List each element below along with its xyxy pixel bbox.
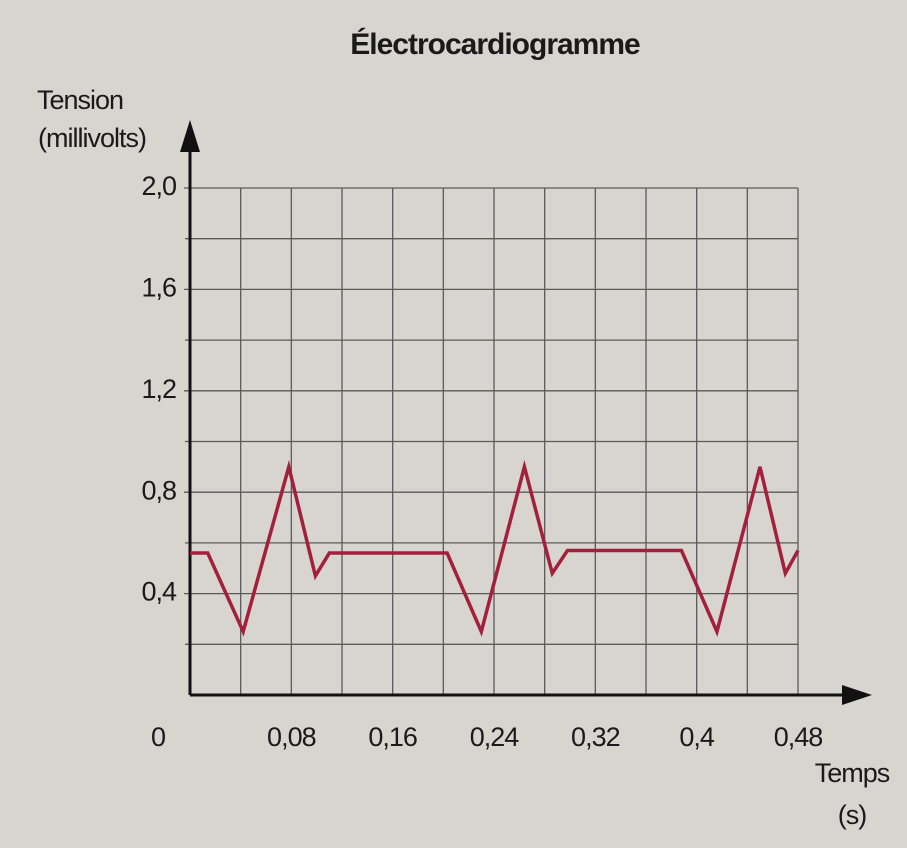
x-tick-label: 0,24: [470, 722, 520, 752]
x-tick-label: 0,4: [679, 722, 715, 752]
chart-title: Électrocardiogramme: [350, 27, 640, 61]
x-axis-arrow: [842, 685, 872, 705]
y-tick-label: 0,4: [141, 577, 177, 607]
x-tick-label: 0,16: [368, 722, 417, 752]
x-tick-label: 0: [151, 722, 165, 752]
x-axis-label: Temps: [815, 758, 890, 788]
y-tick-label: 1,6: [141, 273, 176, 303]
x-tick-label: 0,08: [267, 722, 316, 752]
x-tick-label: 0,32: [571, 722, 620, 752]
y-axis-arrow: [180, 120, 200, 152]
x-axis-label: (s): [838, 800, 866, 830]
x-tick-label: 0,48: [774, 722, 823, 752]
y-tick-label: 2,0: [141, 171, 176, 201]
y-tick-label: 0,8: [141, 475, 176, 505]
y-axis-label: (millivolts): [38, 123, 146, 153]
y-tick-label: 1,2: [141, 374, 176, 404]
ecg-line: [190, 459, 800, 637]
y-axis-label: Tension: [37, 85, 123, 115]
